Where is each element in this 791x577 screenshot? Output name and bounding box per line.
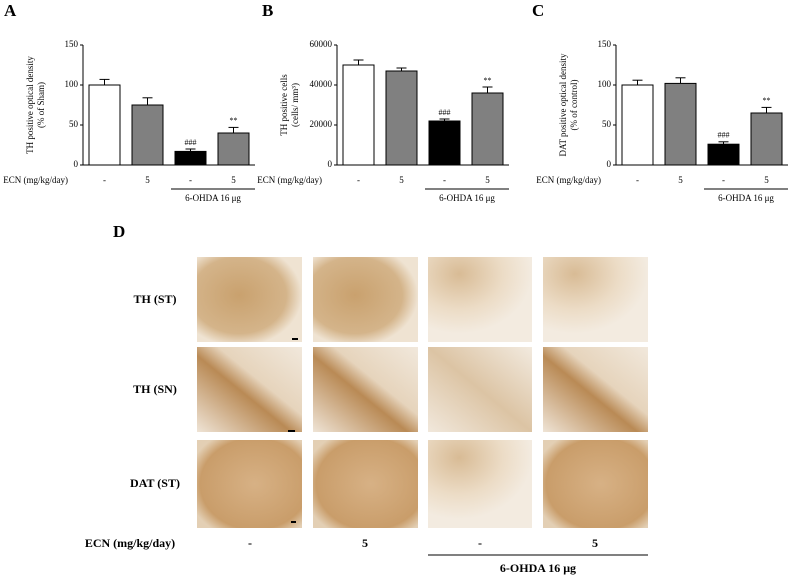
micrograph xyxy=(428,440,532,528)
bar xyxy=(342,64,375,166)
bar xyxy=(621,84,654,166)
x-tick-label: 5 xyxy=(399,175,404,185)
row-label: TH (SN) xyxy=(133,382,177,396)
group-label: 6-OHDA 16 μg xyxy=(185,193,241,203)
scale-bar xyxy=(291,521,296,523)
bar xyxy=(707,143,740,166)
bar xyxy=(88,84,121,166)
x-tick-label: - xyxy=(722,175,725,185)
y-tick-label: 150 xyxy=(65,39,79,49)
x-tick-label: 5 xyxy=(485,175,490,185)
treatment-label: ECN (mg/kg/day) xyxy=(85,536,175,550)
micrograph xyxy=(313,257,418,342)
bar xyxy=(471,92,504,166)
bar xyxy=(428,120,461,166)
micrograph xyxy=(543,347,648,432)
significance-mark: ### xyxy=(718,131,730,140)
scale-bar xyxy=(288,430,295,432)
group-label: 6-OHDA 16 μg xyxy=(718,193,774,203)
group-label: 6-OHDA 16 μg xyxy=(439,193,495,203)
y-axis-label: DAT positive optical density xyxy=(558,53,568,157)
x-tick-label: 5 xyxy=(231,175,236,185)
significance-mark: ### xyxy=(185,138,197,147)
bar xyxy=(131,104,164,166)
y-tick-label: 60000 xyxy=(310,39,333,49)
bar xyxy=(664,82,697,166)
micrograph xyxy=(543,257,648,342)
x-tick-label: 5 xyxy=(678,175,683,185)
panel-letter: D xyxy=(113,222,125,241)
column-label: - xyxy=(478,536,482,550)
bar xyxy=(750,112,783,166)
y-axis-label: (% of Sham) xyxy=(36,82,46,128)
bar xyxy=(217,132,250,166)
significance-mark: ** xyxy=(484,76,492,85)
y-tick-label: 0 xyxy=(328,159,333,169)
micrograph xyxy=(197,347,302,432)
treatment-label: ECN (mg/kg/day) xyxy=(257,175,322,185)
significance-mark: ### xyxy=(439,108,451,117)
x-tick-label: - xyxy=(189,175,192,185)
y-tick-label: 0 xyxy=(607,159,612,169)
y-tick-label: 150 xyxy=(598,39,612,49)
scale-bar xyxy=(292,338,298,340)
panel-letter: C xyxy=(532,1,544,20)
x-tick-label: - xyxy=(357,175,360,185)
y-axis-label: (cells/ mm³) xyxy=(290,83,300,127)
micrograph xyxy=(197,257,302,342)
x-tick-label: - xyxy=(103,175,106,185)
y-tick-label: 100 xyxy=(65,79,79,89)
x-tick-label: 5 xyxy=(145,175,150,185)
y-axis-label: TH positive optical density xyxy=(25,56,35,154)
bar xyxy=(385,70,418,166)
treatment-label: ECN (mg/kg/day) xyxy=(3,175,68,185)
column-label: - xyxy=(248,536,252,550)
group-label: 6-OHDA 16 μg xyxy=(500,561,576,575)
x-tick-label: - xyxy=(636,175,639,185)
treatment-label: ECN (mg/kg/day) xyxy=(536,175,601,185)
panel-letter: A xyxy=(4,1,17,20)
micrograph xyxy=(313,440,418,528)
y-axis-label: TH positive cells xyxy=(279,74,289,136)
micrograph xyxy=(428,347,532,432)
column-label: 5 xyxy=(362,536,368,550)
bar xyxy=(174,150,207,166)
significance-mark: ** xyxy=(230,116,238,125)
significance-mark: ** xyxy=(763,96,771,105)
micrograph xyxy=(313,347,418,432)
micrograph xyxy=(428,257,532,342)
x-tick-label: - xyxy=(443,175,446,185)
y-tick-label: 50 xyxy=(69,119,79,129)
y-tick-label: 50 xyxy=(602,119,612,129)
row-label: DAT (ST) xyxy=(130,476,180,490)
y-axis-label: (% of control) xyxy=(569,80,579,131)
micrograph xyxy=(197,440,302,528)
x-tick-label: 5 xyxy=(764,175,769,185)
y-tick-label: 100 xyxy=(598,79,612,89)
micrograph xyxy=(543,440,648,528)
column-label: 5 xyxy=(592,536,598,550)
y-tick-label: 20000 xyxy=(310,119,333,129)
y-tick-label: 40000 xyxy=(310,79,333,89)
panel-letter: B xyxy=(262,1,273,20)
micrographs xyxy=(197,257,648,556)
y-tick-label: 0 xyxy=(74,159,79,169)
row-label: TH (ST) xyxy=(133,292,176,306)
